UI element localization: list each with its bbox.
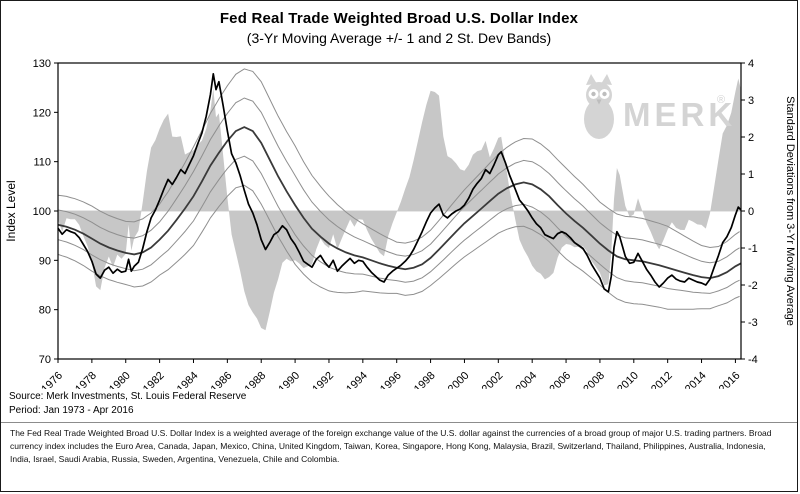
- svg-text:2016: 2016: [717, 370, 743, 389]
- right-axis-title-g: Standard Deviations from 3-Yr Moving Ave…: [784, 96, 796, 326]
- svg-text:120: 120: [33, 107, 51, 119]
- svg-text:1982: 1982: [141, 370, 167, 389]
- svg-text:2002: 2002: [480, 370, 506, 389]
- source-block: Source: Merk Investments, St. Louis Fede…: [9, 390, 797, 417]
- left-axis: 70 80 90 100 110 120 130: [33, 58, 58, 366]
- moving-average-line: [57, 126, 742, 280]
- right-axis: -4 -3 -2 -1 0 1 2 3 4: [741, 58, 758, 366]
- svg-text:1998: 1998: [412, 370, 438, 389]
- svg-text:1: 1: [748, 169, 754, 181]
- band-line-plus2sd: [57, 68, 740, 249]
- period-line: Period: Jan 1973 - Apr 2016: [9, 404, 134, 416]
- svg-text:1992: 1992: [310, 370, 336, 389]
- band-line-minus2sd: [57, 184, 740, 310]
- right-axis-title: Standard Deviations from 3-Yr Moving Ave…: [784, 96, 796, 326]
- svg-text:1988: 1988: [243, 370, 269, 389]
- dollar-index-chart: MERK® 70 80 90 100 110 120 130 -4 -3 -2 -1 0 1 2 3 4 1976…: [4, 58, 796, 389]
- svg-text:4: 4: [748, 58, 754, 70]
- svg-text:2010: 2010: [615, 370, 641, 389]
- footnote-text: The Fed Real Trade Weighted Broad U.S. D…: [10, 428, 772, 464]
- svg-text:70: 70: [39, 354, 51, 366]
- svg-text:110: 110: [33, 157, 51, 169]
- x-axis: 1976 1978 1980 1982 1984 1986 1988 1990 1992 1994…: [39, 359, 743, 389]
- chart-title: Fed Real Trade Weighted Broad U.S. Dolla…: [219, 10, 579, 27]
- deviation-area: [58, 78, 741, 331]
- svg-text:0: 0: [748, 206, 754, 218]
- left-axis-title-g: Index Level: [4, 180, 18, 241]
- svg-text:2014: 2014: [683, 370, 709, 389]
- merk-watermark: MERK®: [584, 74, 736, 139]
- left-axis-title: Index Level: [4, 180, 18, 241]
- svg-text:130: 130: [33, 58, 51, 70]
- watermark-text: MERK: [623, 96, 736, 133]
- svg-text:2012: 2012: [649, 370, 675, 389]
- svg-text:-1: -1: [748, 243, 758, 255]
- svg-text:-2: -2: [748, 280, 758, 292]
- band-line-plus1sd: [57, 97, 740, 264]
- index-line: [57, 73, 742, 293]
- stdev-band-lines: [57, 68, 740, 310]
- svg-text:2000: 2000: [446, 370, 472, 389]
- svg-text:1984: 1984: [175, 370, 201, 389]
- chart-subtitle: (3-Yr Moving Average +/- 1 and 2 St. Dev…: [246, 30, 552, 46]
- svg-text:3: 3: [748, 95, 754, 107]
- svg-text:1990: 1990: [276, 370, 302, 389]
- svg-text:1976: 1976: [39, 370, 65, 389]
- svg-text:2004: 2004: [514, 370, 540, 389]
- svg-text:1980: 1980: [107, 370, 133, 389]
- svg-text:1996: 1996: [378, 370, 404, 389]
- band-line-minus1sd: [57, 155, 740, 294]
- svg-text:1994: 1994: [344, 370, 370, 389]
- source-line: Source: Merk Investments, St. Louis Fede…: [9, 391, 247, 402]
- svg-text:2008: 2008: [581, 370, 607, 389]
- svg-text:1986: 1986: [209, 370, 235, 389]
- footnote-divider: The Fed Real Trade Weighted Broad U.S. D…: [1, 422, 797, 465]
- svg-text:2: 2: [748, 132, 754, 144]
- svg-text:-3: -3: [748, 317, 758, 329]
- svg-text:-4: -4: [748, 354, 758, 366]
- svg-text:2006: 2006: [547, 370, 573, 389]
- svg-text:80: 80: [39, 305, 51, 317]
- owl-icon: [584, 74, 614, 139]
- svg-text:100: 100: [33, 206, 51, 218]
- svg-text:1978: 1978: [73, 370, 99, 389]
- svg-text:90: 90: [39, 255, 51, 267]
- watermark-registered-mark: ®: [717, 94, 725, 106]
